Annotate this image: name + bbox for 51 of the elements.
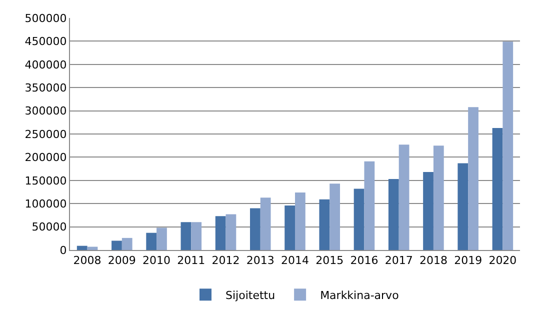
bar [250,208,260,250]
y-tick-label: 500000 [24,12,67,25]
bar [364,161,375,250]
y-tick-label: 350000 [24,81,67,94]
x-tick-label: 2020 [488,254,517,268]
bar [260,198,271,250]
bar [122,238,132,250]
y-tick-label: 200000 [24,151,67,164]
x-tick-label: 2009 [108,254,136,268]
bar [180,222,192,250]
y-tick-label: 250000 [24,128,67,141]
x-tick-label: 2016 [350,254,378,268]
y-tick-label: 300000 [24,104,67,118]
y-tick-label: 400000 [24,58,67,72]
bar [468,107,478,250]
bar [330,184,340,250]
bar [354,188,364,250]
bar [319,199,330,250]
bar [226,214,236,250]
bar [112,240,122,250]
x-tick-label: 2018 [419,254,448,268]
x-tick-label: 2013 [246,254,274,268]
bar [191,222,202,250]
legend-label: Sijoitettu [226,288,276,302]
bar [146,232,157,250]
bar [284,205,295,250]
x-tick-label: 2010 [142,254,171,268]
bar [492,128,503,250]
x-tick-label: 2014 [281,254,309,268]
x-tick-label: 2008 [73,254,102,268]
x-tick-label: 2019 [454,254,482,268]
legend-label: Markkina-arvo [320,288,400,302]
bar [458,163,468,250]
bar [502,42,514,250]
bar [398,144,410,250]
bar [388,179,399,250]
y-tick-label: 100000 [24,197,67,210]
x-tick-label: 2015 [316,254,344,268]
bar [215,216,226,250]
x-tick-label: 2017 [384,254,413,268]
bar [295,192,306,250]
y-tick-label: 150000 [24,174,67,188]
y-tick-label: 0 [60,244,67,257]
y-tick-label: 450000 [24,35,67,48]
bar [433,146,444,250]
x-tick-label: 2011 [177,254,206,268]
bar [423,172,434,250]
x-tick-label: 2012 [212,254,240,268]
y-tick-label: 50000 [32,220,67,234]
bar [156,228,167,250]
bar [76,246,88,250]
